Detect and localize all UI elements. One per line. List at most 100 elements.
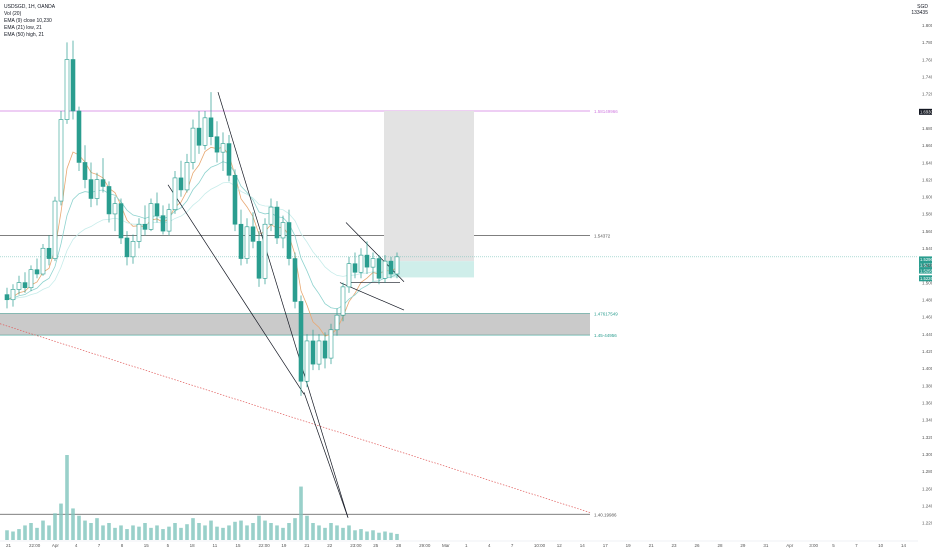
x-tick-label: 14 [901,543,907,548]
candle-body [286,222,292,259]
candle-body [358,254,364,273]
candle-body [172,177,178,210]
x-tick-label: 7 [511,543,514,548]
candle-body [334,314,340,331]
y-tick-label: 1.2200 [922,521,932,526]
candle-body [328,329,334,359]
volume-bar [89,523,93,540]
candle-body [178,177,184,191]
volume-bar [197,523,201,540]
volume-bar [293,518,297,540]
y-tick-label: 1.3800 [922,383,932,388]
candle-body [364,254,370,268]
candle-body [190,127,196,163]
axis-corner: SGD 133435 [911,4,928,16]
volume-bar [311,523,315,540]
volume-bar [371,530,375,540]
red-trendline [0,323,591,513]
y-tick-label: 1.5200 [922,263,932,268]
y-tick-label: 1.6800 [922,126,932,131]
volume-bar [53,513,57,540]
x-tick-label: 10 [878,543,884,548]
x-tick-label: 8 [121,543,124,548]
level-label: 1.47617549 [594,311,618,316]
volume-bar [239,520,243,540]
volume-bar [263,520,267,540]
y-tick-label: 1.7800 [922,40,932,45]
level-label: 1.58149966 [594,109,618,114]
candle-body [382,260,388,279]
level-label: 1.40.19986 [594,512,617,517]
volume-bar [35,527,39,540]
volume-bar [251,523,255,540]
volume-bar [125,529,129,540]
x-tick-label: 7 [98,543,101,548]
y-tick-label: 1.5400 [922,246,932,251]
candle-body [214,136,220,153]
x-tick-label: 14 [580,543,586,548]
x-tick-label: 11 [213,543,218,548]
candle-body [160,215,166,232]
x-tick-label: 22:00 [29,543,41,548]
candle-body [310,340,316,365]
y-tick-label: 1.5800 [922,212,932,217]
x-tick-label: 15 [144,543,150,548]
y-tick-label: 1.3000 [922,452,932,457]
volume-bar [377,532,381,540]
volume-bar [23,525,27,540]
candle-body [22,282,28,289]
price-tag-label: 1.5271 [920,262,932,267]
currency-label: SGD [917,4,928,10]
volume-bar [347,525,351,540]
x-tick-label: Mar [442,543,450,548]
x-tick-label: 3:00 [809,543,818,548]
y-tick-label: 1.4600 [922,315,932,320]
volume-bar [77,515,81,540]
candle-body [106,186,112,215]
volume-bar [227,525,231,540]
candle-body [370,258,376,268]
candle-body [10,289,16,301]
candle-body [202,117,208,146]
ema-mid-line [6,161,398,310]
volume-bar [161,529,165,540]
volume-bar [17,529,21,540]
volume-bar [59,503,63,540]
volume-bar [221,527,225,540]
volume-bar [245,525,249,540]
candle-body [238,223,244,259]
volume-bar [173,523,177,540]
candle-body [298,301,304,382]
volume-bar [395,533,399,540]
volume-bar [317,525,321,540]
volume-bar [29,523,33,540]
x-tick-label: 31 [763,543,769,548]
y-tick-label: 1.7200 [922,92,932,97]
volume-bar [389,532,393,540]
candle-body [28,269,34,289]
candle-body [16,282,22,290]
candle-body [130,241,136,258]
volume-bar [335,525,339,540]
ema-slow-line [6,181,398,301]
x-tick-label: 28 [396,543,402,548]
y-tick-label: 1.2400 [922,503,932,508]
x-tick-label: 21 [6,543,12,548]
candle-body [82,162,88,180]
y-tick-label: 1.3600 [922,401,932,406]
y-tick-label: 1.7600 [922,57,932,62]
y-tick-label: 1.5000 [922,280,932,285]
legend-symbol: USDSGD, 1H, OANDA [4,4,56,10]
candle-body [208,117,214,138]
volume-bar [191,518,195,540]
price-tag [919,261,932,268]
candle-body [166,209,172,232]
volume-bar [233,521,237,540]
volume-bar [71,508,75,540]
volume-bar [209,520,213,540]
volume-bar [353,530,357,540]
volume-bar [203,525,207,540]
x-tick-label: 5 [832,543,835,548]
